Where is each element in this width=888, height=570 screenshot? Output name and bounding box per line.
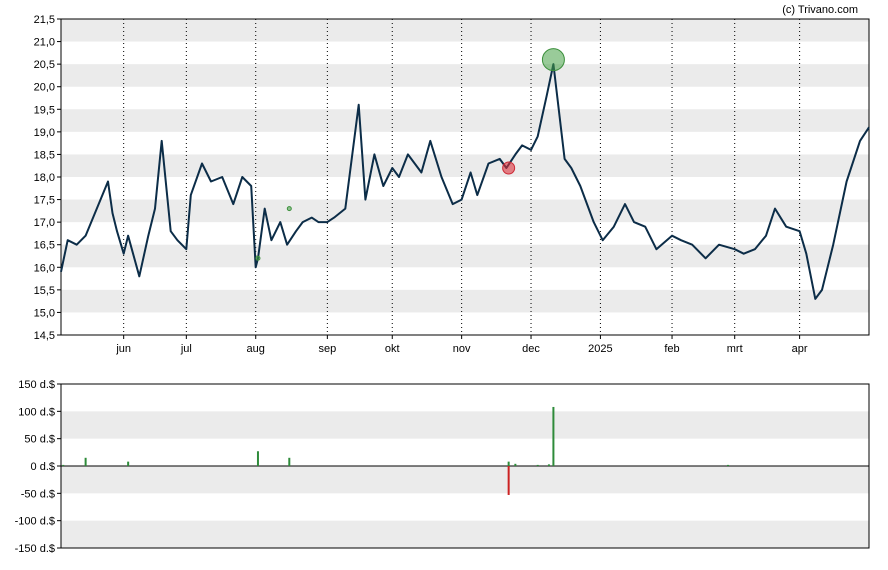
x-tick-label: 2025 xyxy=(588,343,612,355)
x-tick-label: feb xyxy=(664,343,679,355)
volume-y-tick-label: 0 d.$ xyxy=(31,461,55,473)
price-band xyxy=(61,199,869,223)
price-line-series xyxy=(60,63,870,300)
y-tick-label: 20,0 xyxy=(34,82,55,94)
price-band xyxy=(61,154,869,177)
price-band xyxy=(61,289,869,313)
volume-band xyxy=(61,411,869,439)
x-tick-label: jun xyxy=(115,343,131,355)
y-tick-label: 15,0 xyxy=(34,307,55,319)
volume-chart-bands xyxy=(61,411,869,548)
price-chart-bands xyxy=(61,19,869,313)
y-tick-label: 20,5 xyxy=(34,59,55,71)
x-tick-label: dec xyxy=(522,343,540,355)
y-tick-label: 14,5 xyxy=(34,330,55,342)
price-band xyxy=(61,244,869,268)
y-tick-label: 21,5 xyxy=(34,14,55,26)
credit-label: (c) Trivano.com xyxy=(782,4,858,16)
y-tick-label: 16,5 xyxy=(34,240,55,252)
y-tick-label: 18,0 xyxy=(34,172,55,184)
price-band xyxy=(61,64,869,87)
volume-y-tick-label: 100 d.$ xyxy=(18,406,55,418)
price-chart-x-ticks: jun jul aug sep okt nov dec 2025 feb mrt apr xyxy=(115,335,808,355)
x-tick-label: nov xyxy=(453,343,471,355)
sell-marker xyxy=(502,161,516,175)
buy-marker xyxy=(255,255,261,261)
transaction-markers xyxy=(255,48,565,261)
x-tick-label: mrt xyxy=(727,343,743,355)
x-tick-label: jul xyxy=(180,343,192,355)
price-chart-vertical-gridlines xyxy=(123,19,801,335)
y-tick-label: 17,5 xyxy=(34,195,55,207)
volume-band xyxy=(61,520,869,548)
y-tick-label: 19,0 xyxy=(34,127,55,139)
y-tick-label: 17,0 xyxy=(34,217,55,229)
y-tick-label: 21,0 xyxy=(34,37,55,49)
volume-band xyxy=(61,466,869,494)
volume-y-tick-label: -50 d.$ xyxy=(21,488,55,500)
volume-y-tick-label: 50 d.$ xyxy=(24,434,55,446)
volume-y-tick-label: -100 d.$ xyxy=(15,516,55,528)
volume-chart-y-ticks: 150 d.$ 100 d.$ 50 d.$ 0 d.$ -50 d.$ -100 d.$… xyxy=(15,379,61,555)
volume-bars xyxy=(62,406,729,495)
price-band xyxy=(61,19,869,42)
buy-marker xyxy=(286,206,292,212)
y-tick-label: 15,5 xyxy=(34,285,55,297)
x-tick-label: sep xyxy=(318,343,336,355)
volume-y-tick-label: -150 d.$ xyxy=(15,543,55,555)
x-tick-label: apr xyxy=(792,343,808,355)
price-chart-y-ticks: 21,5 21,0 20,5 20,0 19,5 19,0 18,5 18,0 17,5 17,0… xyxy=(34,14,61,342)
x-tick-label: aug xyxy=(247,343,265,355)
price-band xyxy=(61,109,869,132)
y-tick-label: 16,0 xyxy=(34,262,55,274)
y-tick-label: 18,5 xyxy=(34,149,55,161)
volume-y-tick-label: 150 d.$ xyxy=(18,379,55,391)
x-tick-label: okt xyxy=(385,343,400,355)
buy-marker xyxy=(541,48,565,72)
y-tick-label: 19,5 xyxy=(34,104,55,116)
